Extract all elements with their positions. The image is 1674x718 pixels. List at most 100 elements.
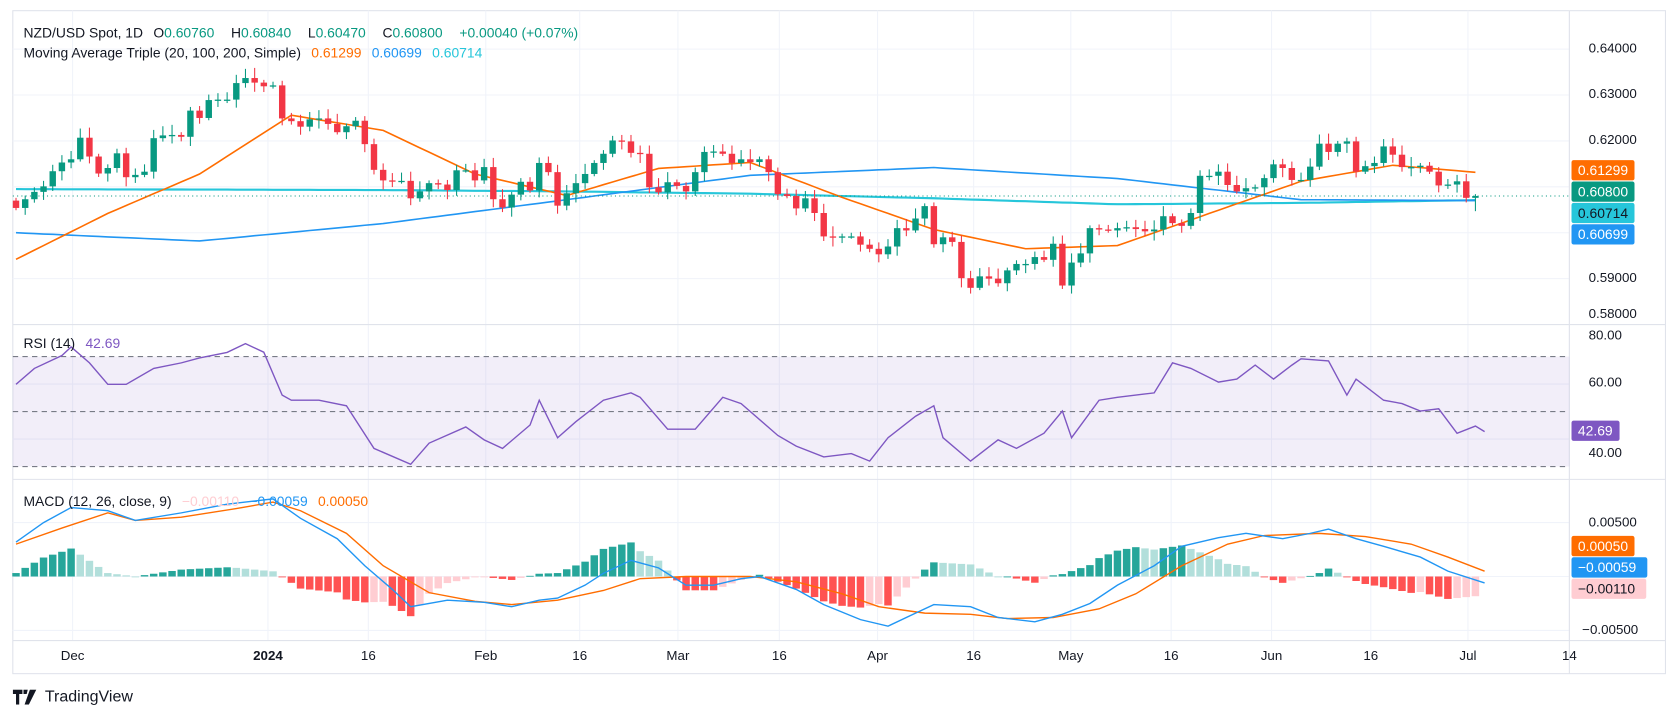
time-tick: 16 — [360, 648, 376, 663]
hist-value-tag: −0.00110 — [1571, 578, 1646, 599]
candle-down — [1224, 171, 1231, 185]
candle-down — [196, 110, 203, 118]
macd-histogram-bar — [893, 576, 901, 597]
candle-up — [1013, 263, 1020, 271]
candle-up — [113, 153, 121, 169]
candle-down — [86, 137, 93, 157]
macd-histogram-bar — [1288, 576, 1296, 581]
candle-up — [1307, 166, 1314, 180]
candle-down — [260, 82, 268, 87]
candle-up — [848, 236, 855, 238]
ma200-value: 0.60714 — [432, 44, 483, 61]
candle-down — [646, 153, 653, 188]
candle-down — [719, 151, 726, 154]
low-value: 0.60470 — [315, 24, 366, 41]
candle-up — [49, 171, 56, 187]
macd-histogram-bar — [1334, 572, 1342, 577]
macd-histogram-bar — [829, 576, 837, 604]
macd-histogram-bar — [590, 555, 599, 577]
candle-up — [187, 110, 194, 137]
macd-histogram-bar — [305, 576, 314, 590]
candle-up — [1297, 179, 1305, 182]
candle-down — [728, 153, 736, 163]
candle-down — [407, 180, 414, 199]
candle-up — [1114, 228, 1121, 231]
candle-up — [1472, 196, 1479, 198]
macd-histogram-bar — [416, 576, 424, 605]
macd-histogram-bar — [434, 576, 442, 589]
time-tick: 14 — [1561, 648, 1577, 663]
macd-histogram-bar — [875, 576, 883, 605]
tradingview-logo-icon — [12, 689, 37, 705]
candle-down — [1398, 154, 1406, 168]
candle-down — [967, 278, 974, 288]
macd-histogram-bar — [1462, 576, 1470, 598]
tradingview-logo[interactable]: TradingView — [12, 687, 133, 706]
candle-up — [67, 159, 75, 163]
candle-down — [1233, 184, 1240, 192]
macd-histogram-bar — [1150, 549, 1158, 577]
candle-up — [398, 180, 405, 183]
macd-histogram-bar — [333, 576, 342, 593]
macd-histogram-bar — [12, 573, 20, 577]
candle-down — [930, 206, 938, 245]
macd-legend[interactable]: MACD (12, 26, close, 9) −0.00110 −0.0005… — [23, 493, 374, 509]
candle-up — [664, 182, 671, 193]
candle-down — [627, 141, 635, 153]
candle-down — [673, 182, 681, 186]
macd-histogram-bar — [1389, 576, 1397, 590]
candle-down — [1095, 228, 1103, 230]
macd-histogram-bar — [719, 576, 727, 587]
time-tick: 2024 — [253, 648, 283, 663]
candle-up — [508, 194, 515, 208]
time-tick: Mar — [666, 648, 690, 663]
macd-histogram-bar — [76, 554, 85, 577]
macd-histogram-bar — [177, 569, 185, 577]
macd-histogram-bar — [342, 576, 351, 600]
macd-histogram-bar — [85, 560, 94, 577]
rsi-legend[interactable]: RSI (14) 42.69 — [23, 335, 126, 351]
macd-histogram-bar — [526, 575, 534, 577]
candle-down — [370, 144, 378, 170]
macd-histogram-bar — [581, 561, 589, 577]
macd-histogram-bar — [1324, 568, 1333, 577]
candle-down — [949, 237, 956, 242]
candle-up — [912, 218, 919, 231]
candle-up — [480, 167, 488, 181]
open-value: 0.60760 — [164, 24, 215, 41]
macd-histogram-bar — [223, 567, 231, 577]
rsi-tick: 80.00 — [1588, 327, 1622, 343]
candle-down — [499, 199, 506, 208]
candle-down — [792, 196, 800, 209]
candle-up — [838, 236, 846, 238]
macd-histogram-bar — [287, 576, 296, 583]
macd-histogram-bar — [214, 567, 222, 577]
macd-line-value: −0.00059 — [249, 493, 308, 510]
macd-histogram-bar — [985, 572, 993, 577]
rsi-tick: 40.00 — [1588, 445, 1622, 461]
candle-down — [958, 241, 965, 279]
chart-frame — [12, 10, 1666, 675]
macd-histogram-bar — [159, 572, 167, 577]
candle-up — [710, 151, 717, 153]
brand-name: TradingView — [44, 687, 133, 706]
candle-up — [343, 126, 350, 133]
time-tick: 16 — [572, 648, 588, 663]
time-tick: 16 — [1163, 648, 1179, 663]
macd-histogram-bar — [1379, 576, 1388, 588]
macd-histogram-bar — [351, 576, 360, 601]
candle-down — [1435, 171, 1442, 186]
macd-histogram-bar — [1104, 554, 1113, 577]
ma-legend[interactable]: Moving Average Triple (20, 100, 200, Sim… — [23, 45, 488, 61]
macd-histogram-bar — [544, 573, 553, 577]
macd-histogram-bar — [902, 576, 911, 588]
macd-histogram-bar — [755, 574, 764, 577]
macd-histogram-bar — [1031, 576, 1039, 583]
candle-down — [1426, 165, 1433, 172]
candle-up — [315, 118, 323, 120]
candle-up — [692, 172, 699, 192]
candle-down — [682, 185, 690, 192]
macd-histogram-bar — [315, 576, 323, 591]
candle-down — [655, 187, 662, 193]
